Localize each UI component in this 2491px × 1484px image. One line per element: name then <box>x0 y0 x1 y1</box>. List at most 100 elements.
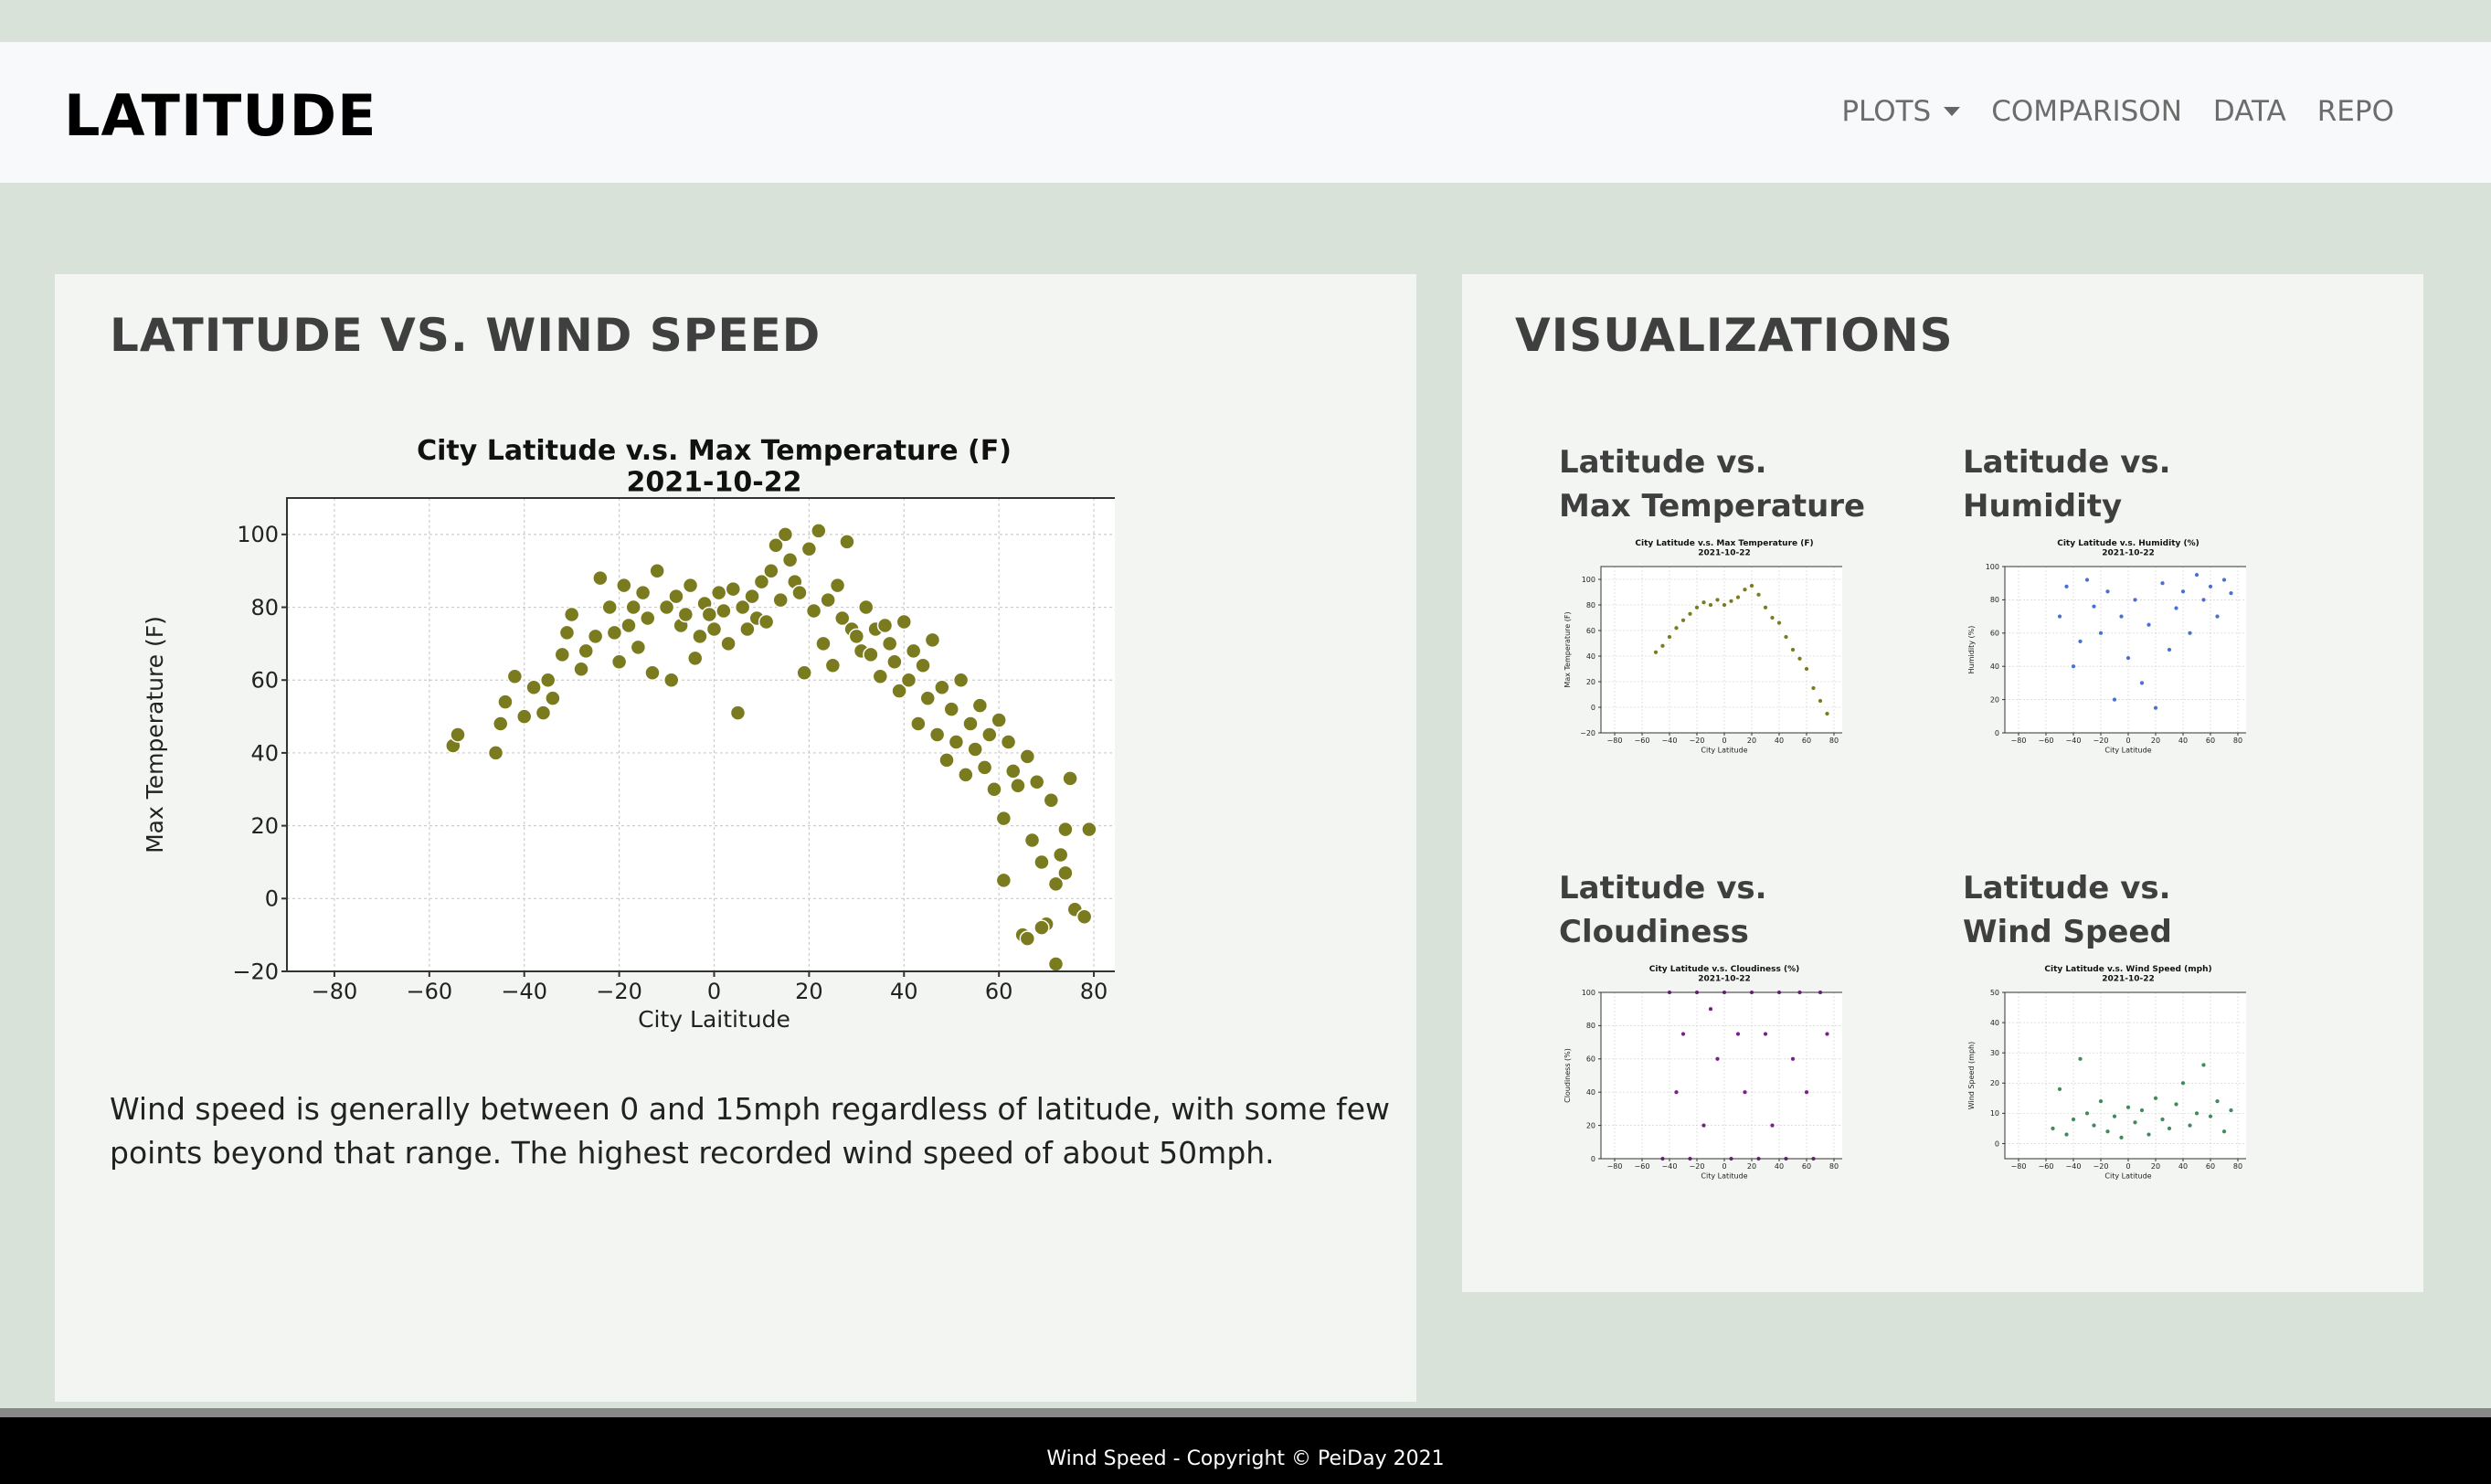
data-point <box>2125 1105 2131 1110</box>
x-tick-label: −80 <box>1607 737 1623 745</box>
data-point <box>2201 597 2207 602</box>
data-point <box>791 584 808 601</box>
x-tick-label: 0 <box>1722 737 1726 745</box>
chart-subtitle: 2021-10-22 <box>627 467 802 499</box>
data-point <box>1047 875 1065 893</box>
data-point <box>2139 1108 2145 1113</box>
data-point <box>616 577 632 594</box>
y-axis-label: Cloudiness (%) <box>1564 1048 1572 1103</box>
data-point <box>1028 774 1045 790</box>
viz-card-humidity[interactable]: Latitude vs. Humidity −80 −60 −40 −20 0 20 40 6… <box>1963 440 2292 757</box>
data-point <box>2091 604 2096 610</box>
nav-item-repo[interactable]: REPO <box>2316 95 2394 128</box>
data-point <box>625 599 641 616</box>
data-point <box>487 745 504 761</box>
y-tick-label: 20 <box>1990 1079 1999 1087</box>
data-point <box>1673 1089 1679 1095</box>
x-tick-label: 60 <box>1802 737 1811 745</box>
viz-card-label: Cloudiness <box>1559 914 1749 950</box>
data-point <box>991 712 1007 728</box>
thumbnail-chart[interactable]: −80 −60 −40 −20 0 20 40 60 80 −20 0 20 40 60 80 100 City… <box>1559 537 1842 757</box>
chart-title: City Latitude v.s. Max Temperature (F) <box>417 435 1012 467</box>
data-point <box>1047 956 1065 972</box>
data-point <box>2153 705 2158 711</box>
x-tick-label: 0 <box>2125 1162 2130 1171</box>
data-point <box>1708 1006 1713 1012</box>
data-point <box>834 610 851 627</box>
plot-area <box>2005 567 2246 733</box>
viz-card-cloudiness[interactable]: Latitude vs. Cloudiness −80 −60 −40 −20 0 20 4… <box>1559 866 1888 1182</box>
thumbnail-chart[interactable]: −80 −60 −40 −20 0 20 40 60 80 0 10 20 30 40 50 City Lat… <box>1963 963 2246 1182</box>
data-point <box>1023 832 1041 849</box>
x-tick-label: 80 <box>1080 979 1108 1004</box>
data-point <box>658 599 675 616</box>
data-point <box>720 635 737 652</box>
brand-title[interactable]: LATITUDE <box>64 82 377 149</box>
y-tick-label: 0 <box>1591 704 1595 712</box>
y-tick-label: 20 <box>1990 695 1999 704</box>
x-tick-label: 60 <box>985 979 1013 1004</box>
footer: Wind Speed - Copyright © PeiDay 2021 <box>0 1417 2491 1484</box>
data-point <box>606 624 623 641</box>
viz-card-label: Latitude vs. <box>1963 444 2171 481</box>
thumbnail-chart[interactable]: −80 −60 −40 −20 0 20 40 60 80 0 20 40 60 80 100 City La… <box>1963 537 2246 757</box>
viz-card-max-temperature[interactable]: Latitude vs. Max Temperature −80 −60 −40 −2… <box>1559 440 1888 757</box>
main-panel: LATITUDE VS. WIND SPEED −80 −60 −40 −20 0 20 4… <box>55 274 1416 1402</box>
data-point <box>962 716 979 732</box>
nav-item-comparison[interactable]: COMPARISON <box>1991 95 2182 128</box>
data-point <box>2063 584 2069 589</box>
thumbnail-chart[interactable]: −80 −60 −40 −20 0 20 40 60 80 0 20 40 60 80 100 City La… <box>1559 963 1842 1182</box>
data-point <box>2112 697 2117 703</box>
data-point <box>2071 663 2076 669</box>
data-point <box>1722 602 1727 608</box>
viz-card-label: Latitude vs. <box>1559 870 1767 906</box>
x-tick-label: −40 <box>501 979 547 1004</box>
data-point <box>610 653 628 671</box>
data-point <box>716 602 732 620</box>
data-point <box>1804 1089 1809 1095</box>
data-point <box>2187 1123 2192 1129</box>
data-point <box>857 599 874 616</box>
data-point <box>1769 1123 1775 1129</box>
y-tick-label: 100 <box>1582 576 1595 584</box>
data-point <box>1057 821 1074 838</box>
y-tick-label: 40 <box>1990 662 1999 671</box>
viz-card-label: Max Temperature <box>1559 488 1866 525</box>
x-axis-label: City Latitude <box>2104 746 2151 754</box>
data-point <box>1776 620 1782 626</box>
x-tick-label: 60 <box>1802 1162 1811 1171</box>
main-chart: −80 −60 −40 −20 0 20 40 60 80 −20 0 20 40 60 80 100 City… <box>142 435 1115 1033</box>
x-tick-label: −60 <box>2039 1162 2054 1171</box>
data-point <box>2098 631 2104 636</box>
x-tick-label: 40 <box>890 979 918 1004</box>
footer-divider <box>0 1408 2491 1417</box>
data-point <box>692 628 708 645</box>
data-point <box>800 541 818 557</box>
x-tick-label: 20 <box>1747 1162 1756 1171</box>
nav-item-plots[interactable]: PLOTS <box>1841 95 1961 128</box>
data-point <box>1019 748 1036 765</box>
y-tick-label: 60 <box>1586 627 1595 635</box>
x-axis-label: City Laititude <box>638 1006 790 1033</box>
data-point <box>2215 1098 2221 1104</box>
data-point <box>2229 1108 2234 1113</box>
data-point <box>739 620 756 638</box>
y-tick-label: 0 <box>265 886 279 912</box>
y-tick-label: 60 <box>1990 630 1999 638</box>
x-tick-label: −80 <box>2011 737 2027 745</box>
data-point <box>2063 1132 2069 1138</box>
y-tick-label: 60 <box>1586 1055 1595 1064</box>
nav-item-data[interactable]: DATA <box>2212 95 2286 128</box>
data-point <box>958 767 974 783</box>
y-axis-label: Max Temperature (F) <box>142 616 168 853</box>
data-point <box>701 606 718 623</box>
data-point <box>863 646 879 663</box>
y-tick-label: 40 <box>1586 652 1595 661</box>
y-tick-label: 50 <box>1990 989 1999 997</box>
data-point <box>1019 930 1036 947</box>
data-point <box>1701 599 1706 605</box>
data-point <box>758 613 775 631</box>
viz-card-wind-speed[interactable]: Latitude vs. Wind Speed −80 −60 −40 −20 0 20 4… <box>1963 866 2292 1182</box>
data-point <box>601 599 618 616</box>
data-point <box>1818 698 1823 704</box>
